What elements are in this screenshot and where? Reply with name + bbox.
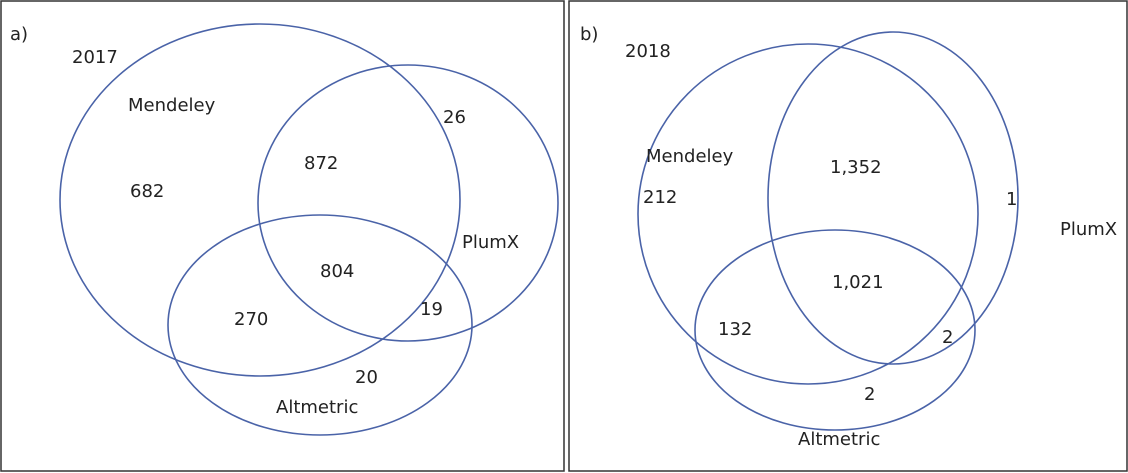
panel-b: b) 2018 Mendeley PlumX Altmetric 212 1,3… [580, 24, 1117, 450]
panel-a: a) 2017 Mendeley PlumX Altmetric 682 872… [10, 23, 559, 436]
plumx-circle [767, 31, 1019, 365]
region-count: 212 [643, 187, 677, 208]
plumx-circle [257, 64, 559, 342]
mendeley-circle [637, 43, 979, 385]
set-label: Mendeley [128, 95, 216, 116]
set-label: Altmetric [798, 429, 880, 450]
set-label: PlumX [1060, 219, 1117, 240]
region-count: 2 [942, 327, 953, 348]
altmetric-circle [694, 229, 976, 431]
panel-label: a) [10, 24, 28, 45]
altmetric-circle [167, 214, 473, 436]
region-count: 2 [864, 384, 875, 405]
region-count: 1,021 [832, 272, 884, 293]
region-count: 26 [443, 107, 466, 128]
mendeley-circle [59, 23, 461, 377]
region-count: 132 [718, 319, 752, 340]
region-count: 19 [420, 299, 443, 320]
panel-frame [568, 0, 1128, 472]
region-count: 270 [234, 309, 268, 330]
region-count: 1,352 [830, 157, 882, 178]
set-label: PlumX [462, 232, 519, 253]
panel-frame [0, 0, 565, 472]
set-label: Altmetric [276, 397, 358, 418]
year: 2018 [625, 41, 671, 62]
region-count: 872 [304, 153, 338, 174]
region-count: 20 [355, 367, 378, 388]
region-count: 1 [1006, 189, 1017, 210]
set-label: Mendeley [646, 146, 734, 167]
region-count: 804 [320, 261, 354, 282]
panel-label: b) [580, 24, 598, 45]
region-count: 682 [130, 181, 164, 202]
year: 2017 [72, 47, 118, 68]
